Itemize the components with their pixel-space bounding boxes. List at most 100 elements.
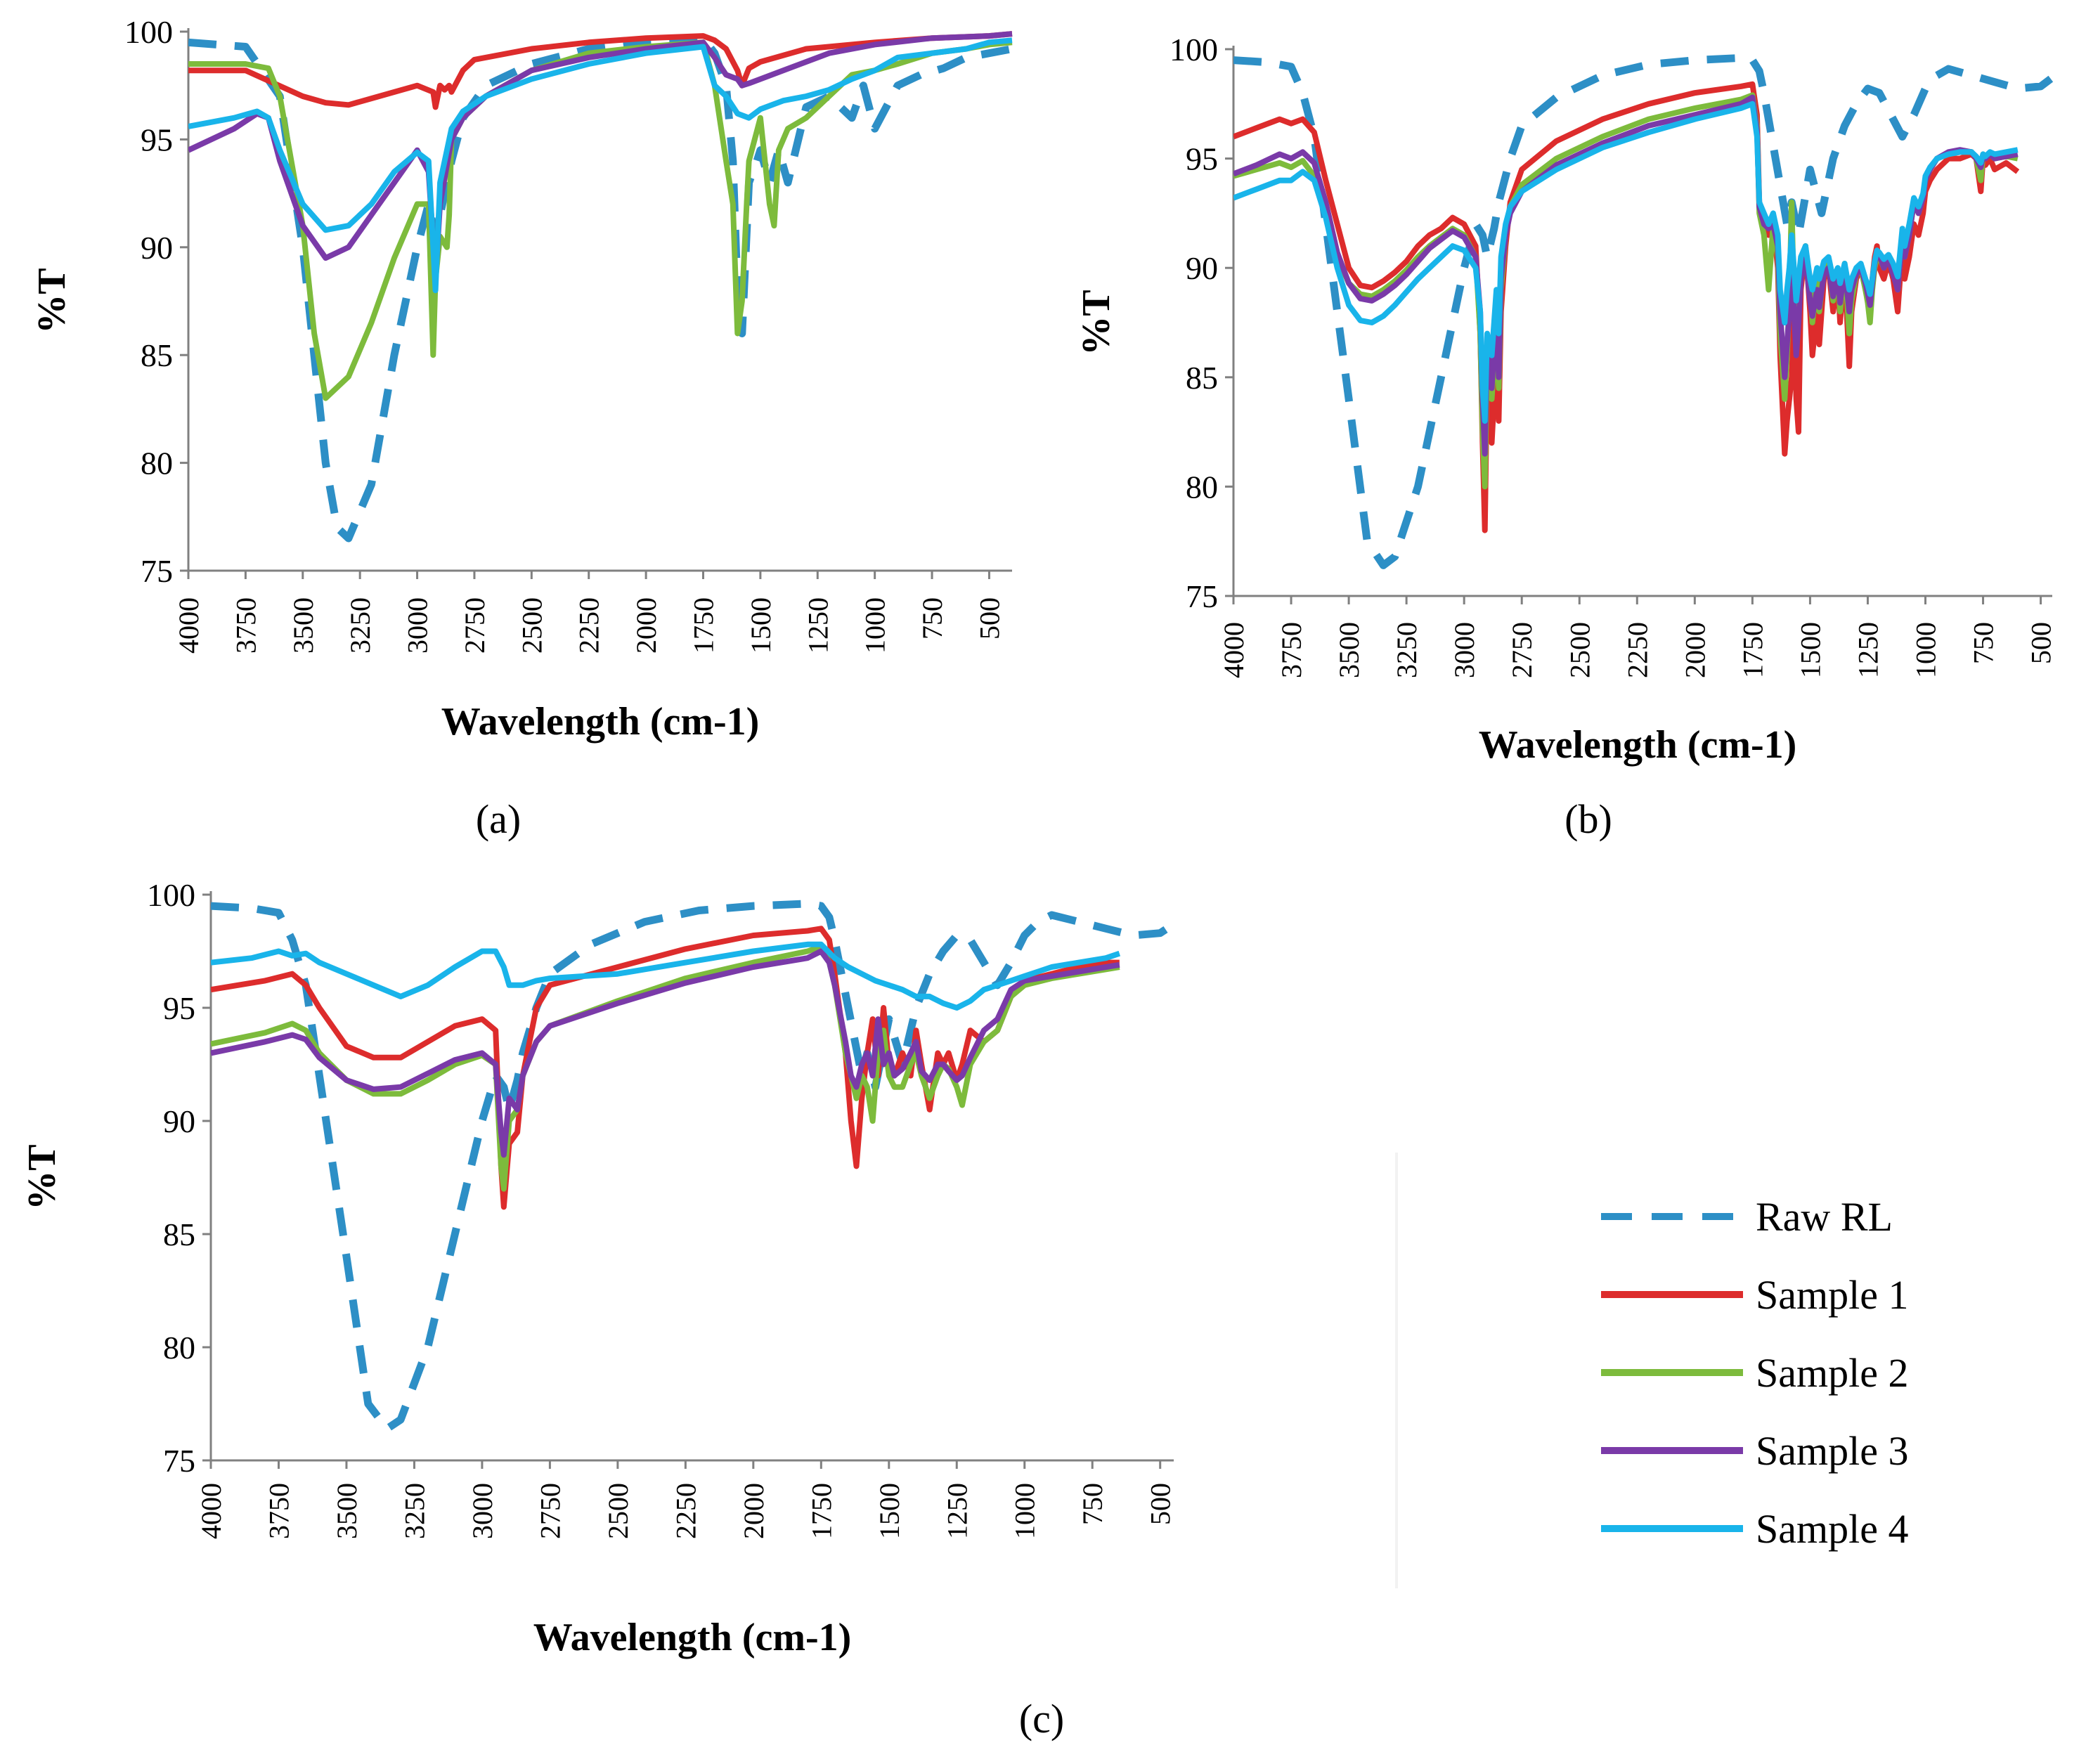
x-tick-label: 1000 (1009, 1483, 1041, 1539)
y-tick-label: 100 (124, 14, 173, 50)
legend-entry-sample-4: Sample 4 (1601, 1506, 1908, 1552)
x-tick-label: 3250 (344, 597, 376, 654)
y-tick-label: 85 (163, 1217, 195, 1252)
panels-layer: 75 80 85 90 95 100 4000 3750 3500 3250 3000 2750 250… (20, 14, 2057, 1742)
x-tick-label: 3750 (230, 597, 261, 654)
legend-entry-sample-3: Sample 3 (1601, 1428, 1908, 1474)
x-tick-label: 1750 (1737, 622, 1768, 678)
x-tick-label: 500 (2026, 622, 2057, 664)
x-tick-label: 750 (1077, 1483, 1108, 1525)
y-tick-label: 80 (141, 446, 173, 481)
legend: Raw RL Sample 1 Sample 2 Sample 3 Sample… (1395, 1153, 1908, 1588)
legend-label-sample-2: Sample 2 (1756, 1350, 1908, 1396)
x-tick-label: 1250 (802, 597, 834, 654)
chart-panel-b: 75 80 85 90 95 100 4000 3750 3500 3250 3000 2750 250… (1075, 32, 2057, 842)
panel-label: (a) (476, 796, 521, 842)
x-tick-label: 3500 (287, 597, 319, 654)
y-axis-title: %T (30, 268, 74, 333)
x-tick-label: 1500 (874, 1483, 905, 1539)
x-tick-label: 2250 (670, 1483, 701, 1539)
series-line-raw-rl (1233, 53, 2055, 569)
x-tick-label: 1250 (1852, 622, 1884, 678)
x-tick-label: 3000 (1449, 622, 1480, 678)
legend-entry-sample-2: Sample 2 (1601, 1350, 1908, 1396)
panel-label: (b) (1564, 796, 1612, 842)
x-tick-label: 3500 (331, 1483, 363, 1539)
y-tick-label: 75 (1186, 578, 1218, 614)
x-tick-label: 1750 (688, 597, 720, 654)
series-group (1233, 53, 2055, 569)
y-axis-title: %T (20, 1144, 64, 1209)
x-tick-label: 3250 (399, 1483, 430, 1539)
legend-label-raw-rl: Raw RL (1756, 1194, 1893, 1240)
series-line-sample-3 (211, 948, 1120, 1158)
x-tick-label: 2750 (534, 1483, 566, 1539)
x-tick-label: 1000 (1910, 622, 1942, 678)
y-tick-label: 85 (1186, 360, 1218, 396)
x-tick-label: 3750 (1276, 622, 1307, 678)
x-tick-label: 2500 (1564, 622, 1595, 678)
legend-entry-sample-1: Sample 1 (1601, 1272, 1908, 1318)
legend-label-sample-1: Sample 1 (1756, 1272, 1908, 1318)
legend-label-sample-3: Sample 3 (1756, 1428, 1908, 1474)
x-tick-label: 1500 (745, 597, 777, 654)
series-line-sample-3 (188, 31, 1013, 283)
legend-label-sample-4: Sample 4 (1756, 1506, 1908, 1552)
x-tick-label: 1500 (1794, 622, 1826, 678)
x-tick-label: 3500 (1333, 622, 1365, 678)
chart-panel-c: 75 80 85 90 95 100 4000 3750 3500 3250 3000 2750 250… (20, 877, 1177, 1742)
x-axis-title: Wavelength (cm-1) (533, 1616, 852, 1659)
legend-separator (1395, 1153, 1398, 1588)
y-tick-label: 80 (163, 1330, 195, 1366)
x-tick-label: 2000 (738, 1483, 770, 1539)
x-tick-label: 1000 (860, 597, 891, 654)
x-tick-label: 3750 (263, 1483, 294, 1539)
x-tick-label: 1750 (805, 1483, 837, 1539)
x-tick-label: 2500 (516, 597, 548, 654)
y-tick-label: 100 (147, 877, 195, 913)
y-tick-label: 95 (141, 122, 173, 157)
x-tick-label: 2000 (1679, 622, 1711, 678)
series-line-sample-4 (188, 37, 1013, 294)
series-line-sample-1 (211, 926, 1120, 1210)
y-tick-label: 75 (141, 553, 173, 589)
y-tick-label: 75 (163, 1443, 195, 1479)
x-tick-label: 4000 (195, 1483, 227, 1539)
x-tick-label: 500 (1145, 1483, 1177, 1525)
y-tick-label: 80 (1186, 469, 1218, 505)
series-group (188, 31, 1013, 543)
x-tick-label: 2250 (1621, 622, 1653, 678)
x-tick-label: 4000 (1218, 622, 1250, 678)
chart-panel-a: 75 80 85 90 95 100 4000 3750 3500 3250 3000 2750 250… (30, 14, 1013, 842)
y-tick-label: 90 (141, 230, 173, 266)
x-tick-label: 3000 (467, 1483, 498, 1539)
series-group (211, 900, 1177, 1433)
x-axis-title: Wavelength (cm-1) (1479, 723, 1797, 767)
x-tick-label: 750 (1968, 622, 2000, 664)
y-tick-label: 90 (163, 1103, 195, 1139)
x-tick-label: 2250 (574, 597, 605, 654)
series-line-sample-1 (188, 31, 1013, 110)
x-tick-label: 1250 (941, 1483, 973, 1539)
y-tick-label: 100 (1170, 32, 1218, 67)
x-tick-label: 500 (973, 597, 1005, 640)
x-tick-label: 4000 (173, 597, 205, 654)
x-axis-title: Wavelength (cm-1) (441, 700, 760, 744)
x-tick-label: 2750 (459, 597, 491, 654)
y-tick-label: 95 (1186, 141, 1218, 177)
series-line-raw-rl (211, 900, 1177, 1433)
y-axis-title: %T (1075, 290, 1118, 355)
y-tick-label: 95 (163, 990, 195, 1026)
x-tick-label: 2000 (630, 597, 662, 654)
legend-entry-raw-rl: Raw RL (1601, 1194, 1893, 1240)
series-line-sample-4 (211, 941, 1121, 1011)
series-line-sample-4 (1233, 100, 2019, 424)
x-tick-label: 3250 (1391, 622, 1423, 678)
x-tick-label: 2500 (602, 1483, 634, 1539)
x-tick-label: 2750 (1506, 622, 1538, 678)
x-tick-label: 750 (916, 597, 948, 640)
y-tick-label: 85 (141, 337, 173, 373)
x-tick-label: 3000 (402, 597, 434, 654)
